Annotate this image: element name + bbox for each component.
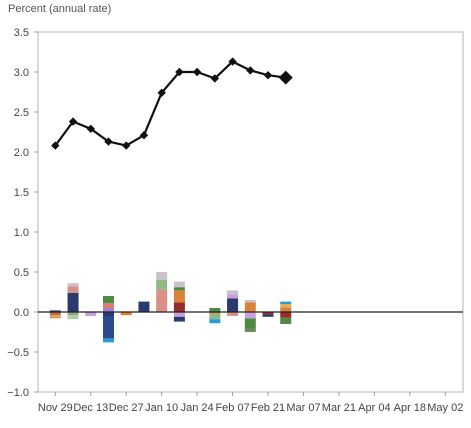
y-tick-label: −0.5 [7,347,29,359]
x-tick-label: Apr 18 [394,402,426,414]
line-point-marker [51,141,60,150]
x-tick-label: Feb 21 [251,402,285,414]
bar-segment [209,313,221,320]
line-point-marker [228,57,237,66]
line-point-marker [122,141,131,150]
line-point-marker [278,70,293,85]
bar-segment [227,290,239,295]
plot-frame [37,31,464,393]
bar-segment [120,312,132,316]
line-point-marker [104,137,113,146]
bar-segment [173,287,185,291]
line-point-marker [210,74,220,83]
line-point-marker [192,67,202,77]
y-tick-label: 2.0 [14,147,29,159]
bar-segment [280,301,292,304]
x-tick-label: Mar 07 [286,402,320,414]
y-tick-label: 3.5 [14,27,29,39]
bar-segment [280,307,292,312]
bar-segment [102,308,114,312]
bar-segment [209,308,221,312]
y-tick-label: 1.5 [14,187,29,199]
bar-segment [67,312,79,316]
line-point-marker [157,88,166,97]
y-axis-label: Percent (annual rate) [8,3,112,15]
bar-segment [244,302,256,312]
x-tick-label: Dec 27 [109,402,144,414]
y-tick-label: 3.0 [14,67,29,79]
line-point-marker [139,131,149,140]
bar-segment [102,296,114,304]
bar-segment [49,312,61,316]
bar-segment [138,301,150,312]
bar-segment [173,281,185,288]
bar-segment [102,338,114,343]
line-point-marker [246,66,255,75]
bar-segment [173,316,185,322]
bar-segment [67,283,79,287]
bar-segment [227,294,239,299]
bar-segment [262,314,274,317]
x-tick-label: Mar 21 [322,402,356,414]
bar-segment [102,312,114,316]
bar-segment [262,312,274,315]
bar-segment [280,312,292,318]
bar-segment [244,318,256,328]
bar-segment [244,312,256,319]
x-tick-label: May 02 [427,402,463,414]
bar-segment [102,303,114,308]
bar-segment [156,280,168,290]
bar-segment [173,290,185,303]
series-line [54,60,286,147]
bar-segment [244,328,256,332]
bar-segment [209,312,221,314]
x-tick-label: Jan 10 [145,402,178,414]
y-tick-label: 1.0 [14,227,29,239]
y-tick-label: 0.5 [14,267,29,279]
line-point-marker [263,71,273,80]
bar-segment [156,272,168,280]
bar-segment [244,300,256,303]
line-point-marker [175,67,184,77]
bar-segment [156,289,168,312]
y-tick-label: −1.0 [7,387,29,399]
y-tick-label: 0.0 [14,307,29,319]
x-tick-label: Dec 13 [73,402,108,414]
bar-segment [102,316,114,339]
y-tick-label: 2.5 [14,107,29,119]
line-point-marker [86,124,95,133]
bar-segment [67,292,79,312]
bar-segment [280,304,292,308]
bar-segment [209,319,221,324]
line-point-marker [68,117,78,126]
bar-segment [173,312,185,317]
bar-segment [227,312,239,316]
x-tick-label: Nov 29 [38,402,73,414]
bar-segment [227,298,239,312]
x-tick-label: Apr 04 [358,402,390,414]
bar-segment [67,286,79,293]
bar-segment [49,310,61,312]
bar-segment [85,312,97,316]
bar-segment [280,317,292,324]
x-tick-label: Jan 24 [181,402,214,414]
bar-segment [67,315,79,320]
bar-segment [49,315,61,319]
bar-segment [173,302,185,312]
x-tick-label: Feb 07 [215,402,249,414]
